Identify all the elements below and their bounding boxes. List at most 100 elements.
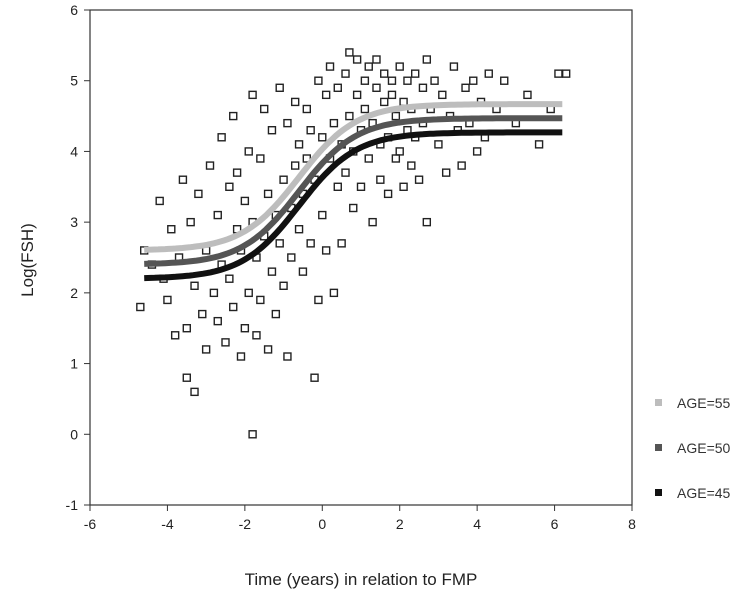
y-tick-label: 4 — [70, 143, 78, 159]
data-point — [325, 62, 335, 71]
data-point — [290, 161, 300, 170]
data-point — [407, 161, 416, 170]
data-point — [364, 154, 373, 163]
data-point — [294, 140, 304, 149]
data-point — [217, 133, 226, 142]
data-point — [279, 175, 288, 184]
data-point — [298, 267, 308, 276]
data-point — [345, 111, 354, 121]
data-point — [356, 182, 366, 191]
data-point — [170, 331, 180, 340]
data-point — [554, 69, 563, 78]
data-point — [321, 246, 331, 255]
y-tick-label: 2 — [70, 285, 78, 301]
data-point — [201, 345, 211, 354]
data-point — [391, 111, 401, 121]
data-point — [306, 239, 315, 248]
data-point — [368, 217, 377, 227]
data-point — [321, 90, 331, 100]
data-point — [225, 182, 234, 191]
data-point — [248, 90, 257, 100]
data-point — [310, 373, 319, 382]
data-point — [213, 210, 222, 220]
data-point — [380, 97, 389, 107]
data-point — [198, 309, 207, 319]
data-point — [364, 62, 373, 71]
data-point — [438, 90, 447, 100]
y-tick-label: 1 — [70, 356, 78, 372]
y-tick-label: 0 — [70, 426, 78, 442]
x-tick-label: -4 — [161, 516, 174, 532]
data-point — [213, 316, 222, 326]
data-point — [205, 161, 215, 170]
data-point — [500, 76, 509, 85]
data-point — [523, 90, 532, 100]
data-point — [232, 168, 242, 177]
data-point — [472, 147, 482, 156]
data-point — [155, 196, 164, 206]
data-point — [395, 147, 404, 156]
data-point — [209, 288, 219, 298]
data-point — [449, 62, 459, 71]
data-point — [414, 175, 424, 184]
data-point — [430, 76, 439, 85]
data-point — [178, 175, 188, 184]
data-point — [252, 331, 261, 340]
x-tick-label: 4 — [473, 516, 481, 532]
data-point — [275, 83, 284, 92]
data-point — [561, 69, 571, 78]
data-point — [263, 189, 273, 199]
data-point — [352, 90, 362, 100]
data-point — [457, 161, 466, 170]
data-point — [240, 324, 250, 333]
legend-label: AGE=45 — [677, 485, 731, 501]
y-axis-label: Log(FSH) — [18, 223, 37, 297]
data-point — [163, 295, 172, 305]
legend: AGE=55 AGE=50 AGE=45 — [655, 395, 731, 501]
data-point — [484, 69, 493, 78]
data-point — [275, 239, 284, 248]
data-point — [372, 55, 381, 64]
data-point — [387, 90, 397, 100]
data-point — [534, 140, 544, 149]
data-point — [229, 111, 238, 121]
data-point — [434, 140, 443, 149]
data-point — [306, 126, 315, 135]
axis-ticks: -6 -4 -2 0 2 4 6 8 -1 0 1 2 3 4 5 6 — [66, 2, 637, 532]
legend-label: AGE=50 — [677, 440, 731, 456]
data-point — [167, 225, 176, 234]
data-point — [318, 210, 327, 220]
x-tick-label: -2 — [239, 516, 252, 532]
data-point — [314, 295, 323, 305]
y-tick-label: -1 — [66, 497, 79, 513]
data-point — [290, 97, 300, 107]
y-tick-label: 3 — [70, 214, 78, 230]
data-point — [240, 196, 250, 206]
data-point — [345, 48, 354, 57]
data-point — [329, 288, 339, 298]
data-point — [283, 352, 292, 361]
data-point — [263, 345, 273, 354]
data-point — [422, 217, 432, 227]
data-point — [333, 83, 342, 92]
x-tick-label: -6 — [84, 516, 97, 532]
data-point — [403, 76, 412, 85]
data-point — [182, 324, 191, 333]
data-point — [229, 302, 238, 312]
data-point — [395, 62, 404, 71]
data-point — [418, 83, 428, 92]
data-point — [248, 430, 257, 439]
fitted-curves — [144, 101, 563, 282]
data-point — [360, 76, 370, 85]
data-point — [221, 338, 230, 347]
data-point — [318, 133, 327, 142]
data-point — [341, 168, 350, 177]
data-point — [360, 104, 370, 114]
data-point — [461, 83, 470, 92]
data-point — [256, 154, 265, 163]
data-point — [267, 126, 277, 135]
legend-label: AGE=55 — [677, 395, 731, 411]
data-point — [329, 118, 339, 128]
data-point — [136, 302, 145, 312]
data-point — [422, 55, 432, 64]
